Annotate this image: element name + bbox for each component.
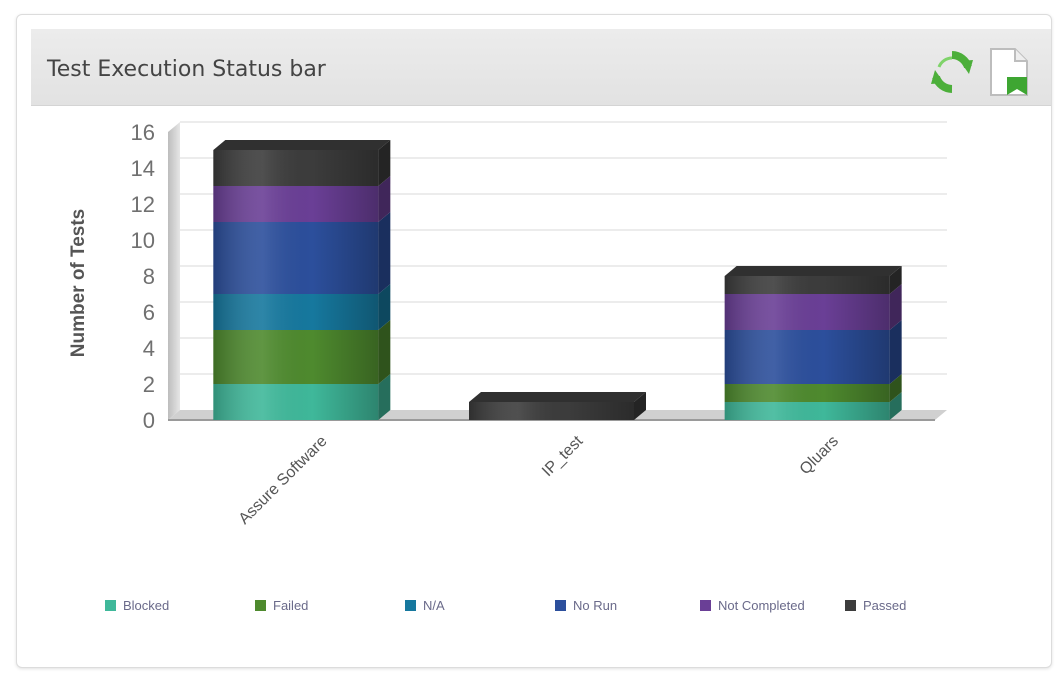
legend-label: No Run	[573, 597, 618, 613]
legend-label: Not Completed	[718, 597, 805, 613]
legend-swatch	[845, 599, 856, 611]
y-tick-label: 4	[143, 336, 155, 361]
bar-segment-shading	[724, 294, 890, 330]
bar-segment-shading	[724, 384, 890, 402]
bar-segment-side	[889, 266, 902, 294]
bar-segment-shading	[724, 276, 890, 294]
bar-segment-shading	[213, 294, 379, 330]
bar-segment-shading	[213, 330, 379, 384]
bar-segment-side	[378, 284, 391, 330]
legend-item-n-a[interactable]: N/A	[405, 593, 445, 617]
bar-segment-side	[378, 320, 391, 384]
bar-segment-shading	[213, 186, 379, 222]
legend-item-failed[interactable]: Failed	[255, 593, 308, 617]
bar-segment-side	[634, 392, 646, 420]
legend-label: Passed	[863, 597, 907, 613]
legend-swatch	[105, 599, 116, 611]
x-category-label: IP_test	[539, 432, 587, 480]
bar-segment-side	[889, 392, 902, 420]
legend-swatch	[405, 599, 416, 611]
y-tick-label: 0	[143, 408, 155, 433]
plot-side-wall	[168, 122, 180, 420]
x-category-label: Qluars	[797, 433, 842, 478]
y-tick-label: 14	[131, 156, 155, 181]
panel-title: Test Execution Status bar	[47, 57, 326, 82]
y-tick-label: 8	[143, 264, 155, 289]
y-tick-label: 12	[131, 192, 155, 217]
bar-segment-shading	[213, 384, 379, 420]
x-category-label: Assure Software	[236, 433, 331, 528]
bar-top-face	[213, 140, 391, 150]
y-tick-label: 16	[131, 120, 155, 145]
export-document-icon[interactable]	[987, 47, 1037, 97]
bar-segment-shading	[469, 402, 634, 420]
y-tick-label: 10	[131, 228, 155, 253]
y-tick-label: 6	[143, 300, 155, 325]
chart-legend: Blocked Failed N/A No Run Not Completed Passe…	[105, 593, 935, 617]
legend-label: N/A	[423, 597, 445, 613]
legend-swatch	[255, 599, 266, 611]
bar-segment-side	[889, 374, 902, 402]
legend-item-passed[interactable]: Passed	[845, 593, 906, 617]
bar-segment-side	[378, 212, 391, 294]
legend-item-blocked[interactable]: Blocked	[105, 593, 169, 617]
y-axis-label: Number of Tests	[68, 209, 89, 358]
bar-segment-side	[889, 284, 902, 330]
bar-segment-shading	[213, 222, 379, 294]
bar-segment-side	[378, 374, 391, 420]
bar-stack-assure-software[interactable]	[213, 140, 391, 420]
bar-top-face	[469, 392, 646, 402]
refresh-icon[interactable]	[927, 47, 977, 97]
bar-stack-qluars[interactable]	[724, 266, 902, 420]
panel-header: Test Execution Status bar	[31, 29, 1051, 106]
y-tick-label: 2	[143, 372, 155, 397]
legend-swatch	[700, 599, 711, 611]
legend-swatch	[555, 599, 566, 611]
bar-segment-shading	[724, 330, 890, 384]
bar-stack-ip-test[interactable]	[469, 392, 646, 420]
bar-segment-shading	[724, 402, 890, 420]
bar-segment-shading	[213, 150, 379, 186]
bar-segment-side	[889, 320, 902, 384]
bar-top-face	[724, 266, 902, 276]
bar-segment-side	[378, 176, 391, 222]
legend-item-not-completed[interactable]: Not Completed	[700, 593, 805, 617]
legend-item-no-run[interactable]: No Run	[555, 593, 617, 617]
legend-label: Blocked	[123, 597, 170, 613]
legend-label: Failed	[273, 597, 309, 613]
bar-segment-side	[378, 140, 391, 186]
